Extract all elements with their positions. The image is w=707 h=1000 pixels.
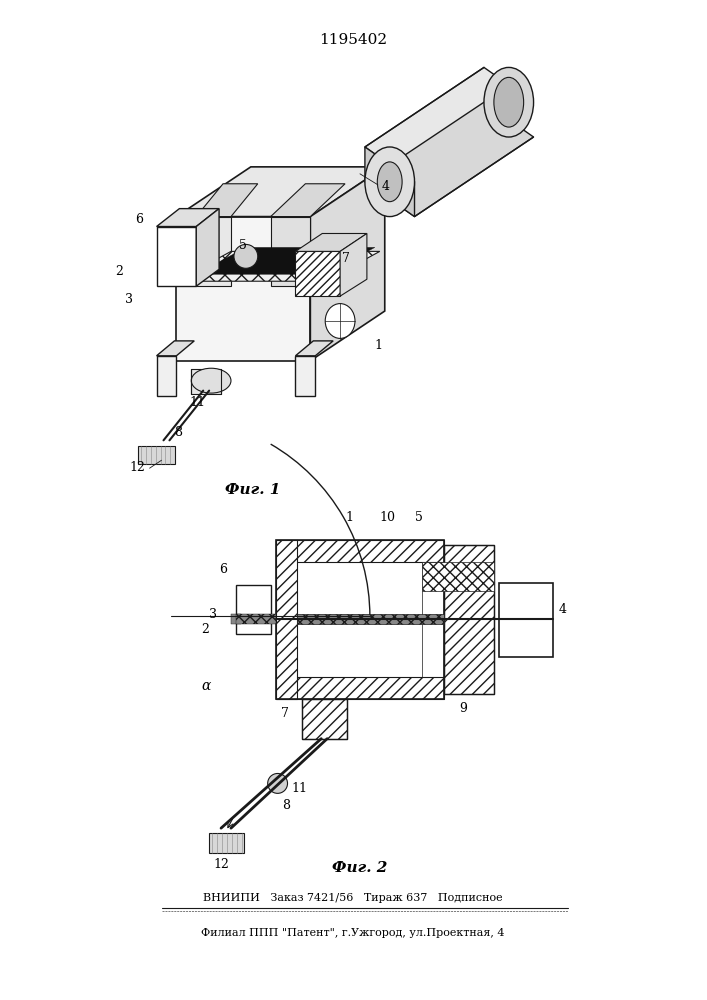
Bar (423, 562, 494, 591)
Bar (276, 677, 444, 699)
Polygon shape (296, 251, 340, 296)
Text: 4: 4 (382, 180, 390, 193)
Bar (444, 545, 494, 694)
Text: 5: 5 (239, 239, 247, 252)
Text: ВНИИПИ   Заказ 7421/56   Тираж 637   Подписное: ВНИИПИ Заказ 7421/56 Тираж 637 Подписное (203, 893, 503, 903)
Text: Филиал ППП "Патент", г.Ужгород, ул.Проектная, 4: Филиал ППП "Патент", г.Ужгород, ул.Проек… (201, 928, 505, 938)
Ellipse shape (365, 147, 414, 217)
Polygon shape (197, 247, 375, 274)
Bar (209, 833, 244, 853)
Bar (138, 446, 175, 464)
Bar (444, 545, 494, 694)
Text: 5: 5 (414, 511, 422, 524)
Polygon shape (156, 209, 219, 227)
Text: 3: 3 (209, 608, 217, 621)
Bar (276, 540, 444, 562)
Text: 2: 2 (115, 265, 123, 278)
Text: 1: 1 (375, 339, 382, 352)
Polygon shape (197, 209, 219, 286)
Text: 12: 12 (213, 858, 229, 871)
Bar (276, 540, 444, 699)
Ellipse shape (378, 162, 402, 202)
Bar (298, 562, 423, 677)
Polygon shape (197, 217, 231, 286)
Polygon shape (177, 251, 380, 281)
Bar (303, 699, 347, 739)
Text: 8: 8 (283, 799, 291, 812)
Text: 1195402: 1195402 (319, 33, 387, 47)
Polygon shape (177, 167, 385, 217)
Ellipse shape (192, 368, 231, 393)
Text: Фиг. 1: Фиг. 1 (225, 483, 281, 497)
Text: 12: 12 (130, 461, 146, 474)
Ellipse shape (484, 67, 534, 137)
Bar (236, 614, 276, 624)
Polygon shape (271, 184, 345, 217)
Text: 10: 10 (380, 511, 396, 524)
Polygon shape (156, 227, 197, 286)
Text: 2: 2 (201, 623, 209, 636)
Ellipse shape (494, 77, 524, 127)
Polygon shape (156, 341, 194, 356)
Text: 6: 6 (135, 213, 143, 226)
Text: 7: 7 (342, 252, 350, 265)
Polygon shape (156, 356, 177, 396)
Polygon shape (177, 217, 310, 361)
Polygon shape (365, 67, 534, 182)
Polygon shape (365, 102, 534, 217)
Bar (298, 614, 444, 624)
Polygon shape (296, 341, 333, 356)
Text: 11: 11 (189, 396, 205, 409)
Text: 1: 1 (345, 511, 353, 524)
Text: 4: 4 (559, 603, 566, 616)
Text: Фиг. 2: Фиг. 2 (332, 861, 387, 875)
Polygon shape (365, 147, 414, 217)
Text: 3: 3 (125, 293, 133, 306)
Polygon shape (310, 167, 385, 361)
Bar (236, 585, 271, 634)
Text: 9: 9 (459, 702, 467, 715)
Circle shape (234, 244, 258, 268)
Ellipse shape (325, 304, 355, 338)
Polygon shape (340, 233, 367, 296)
Text: 7: 7 (281, 707, 288, 720)
Text: 6: 6 (219, 563, 227, 576)
Text: α: α (201, 679, 211, 693)
Polygon shape (271, 217, 310, 286)
Polygon shape (197, 184, 258, 217)
Polygon shape (296, 356, 315, 396)
Polygon shape (296, 233, 367, 251)
Bar (499, 583, 554, 657)
Text: 11: 11 (291, 782, 308, 795)
Circle shape (268, 773, 288, 793)
Text: 8: 8 (175, 426, 182, 439)
Bar (276, 540, 298, 699)
Bar (192, 369, 221, 394)
Bar (303, 699, 347, 739)
Bar (231, 614, 241, 624)
